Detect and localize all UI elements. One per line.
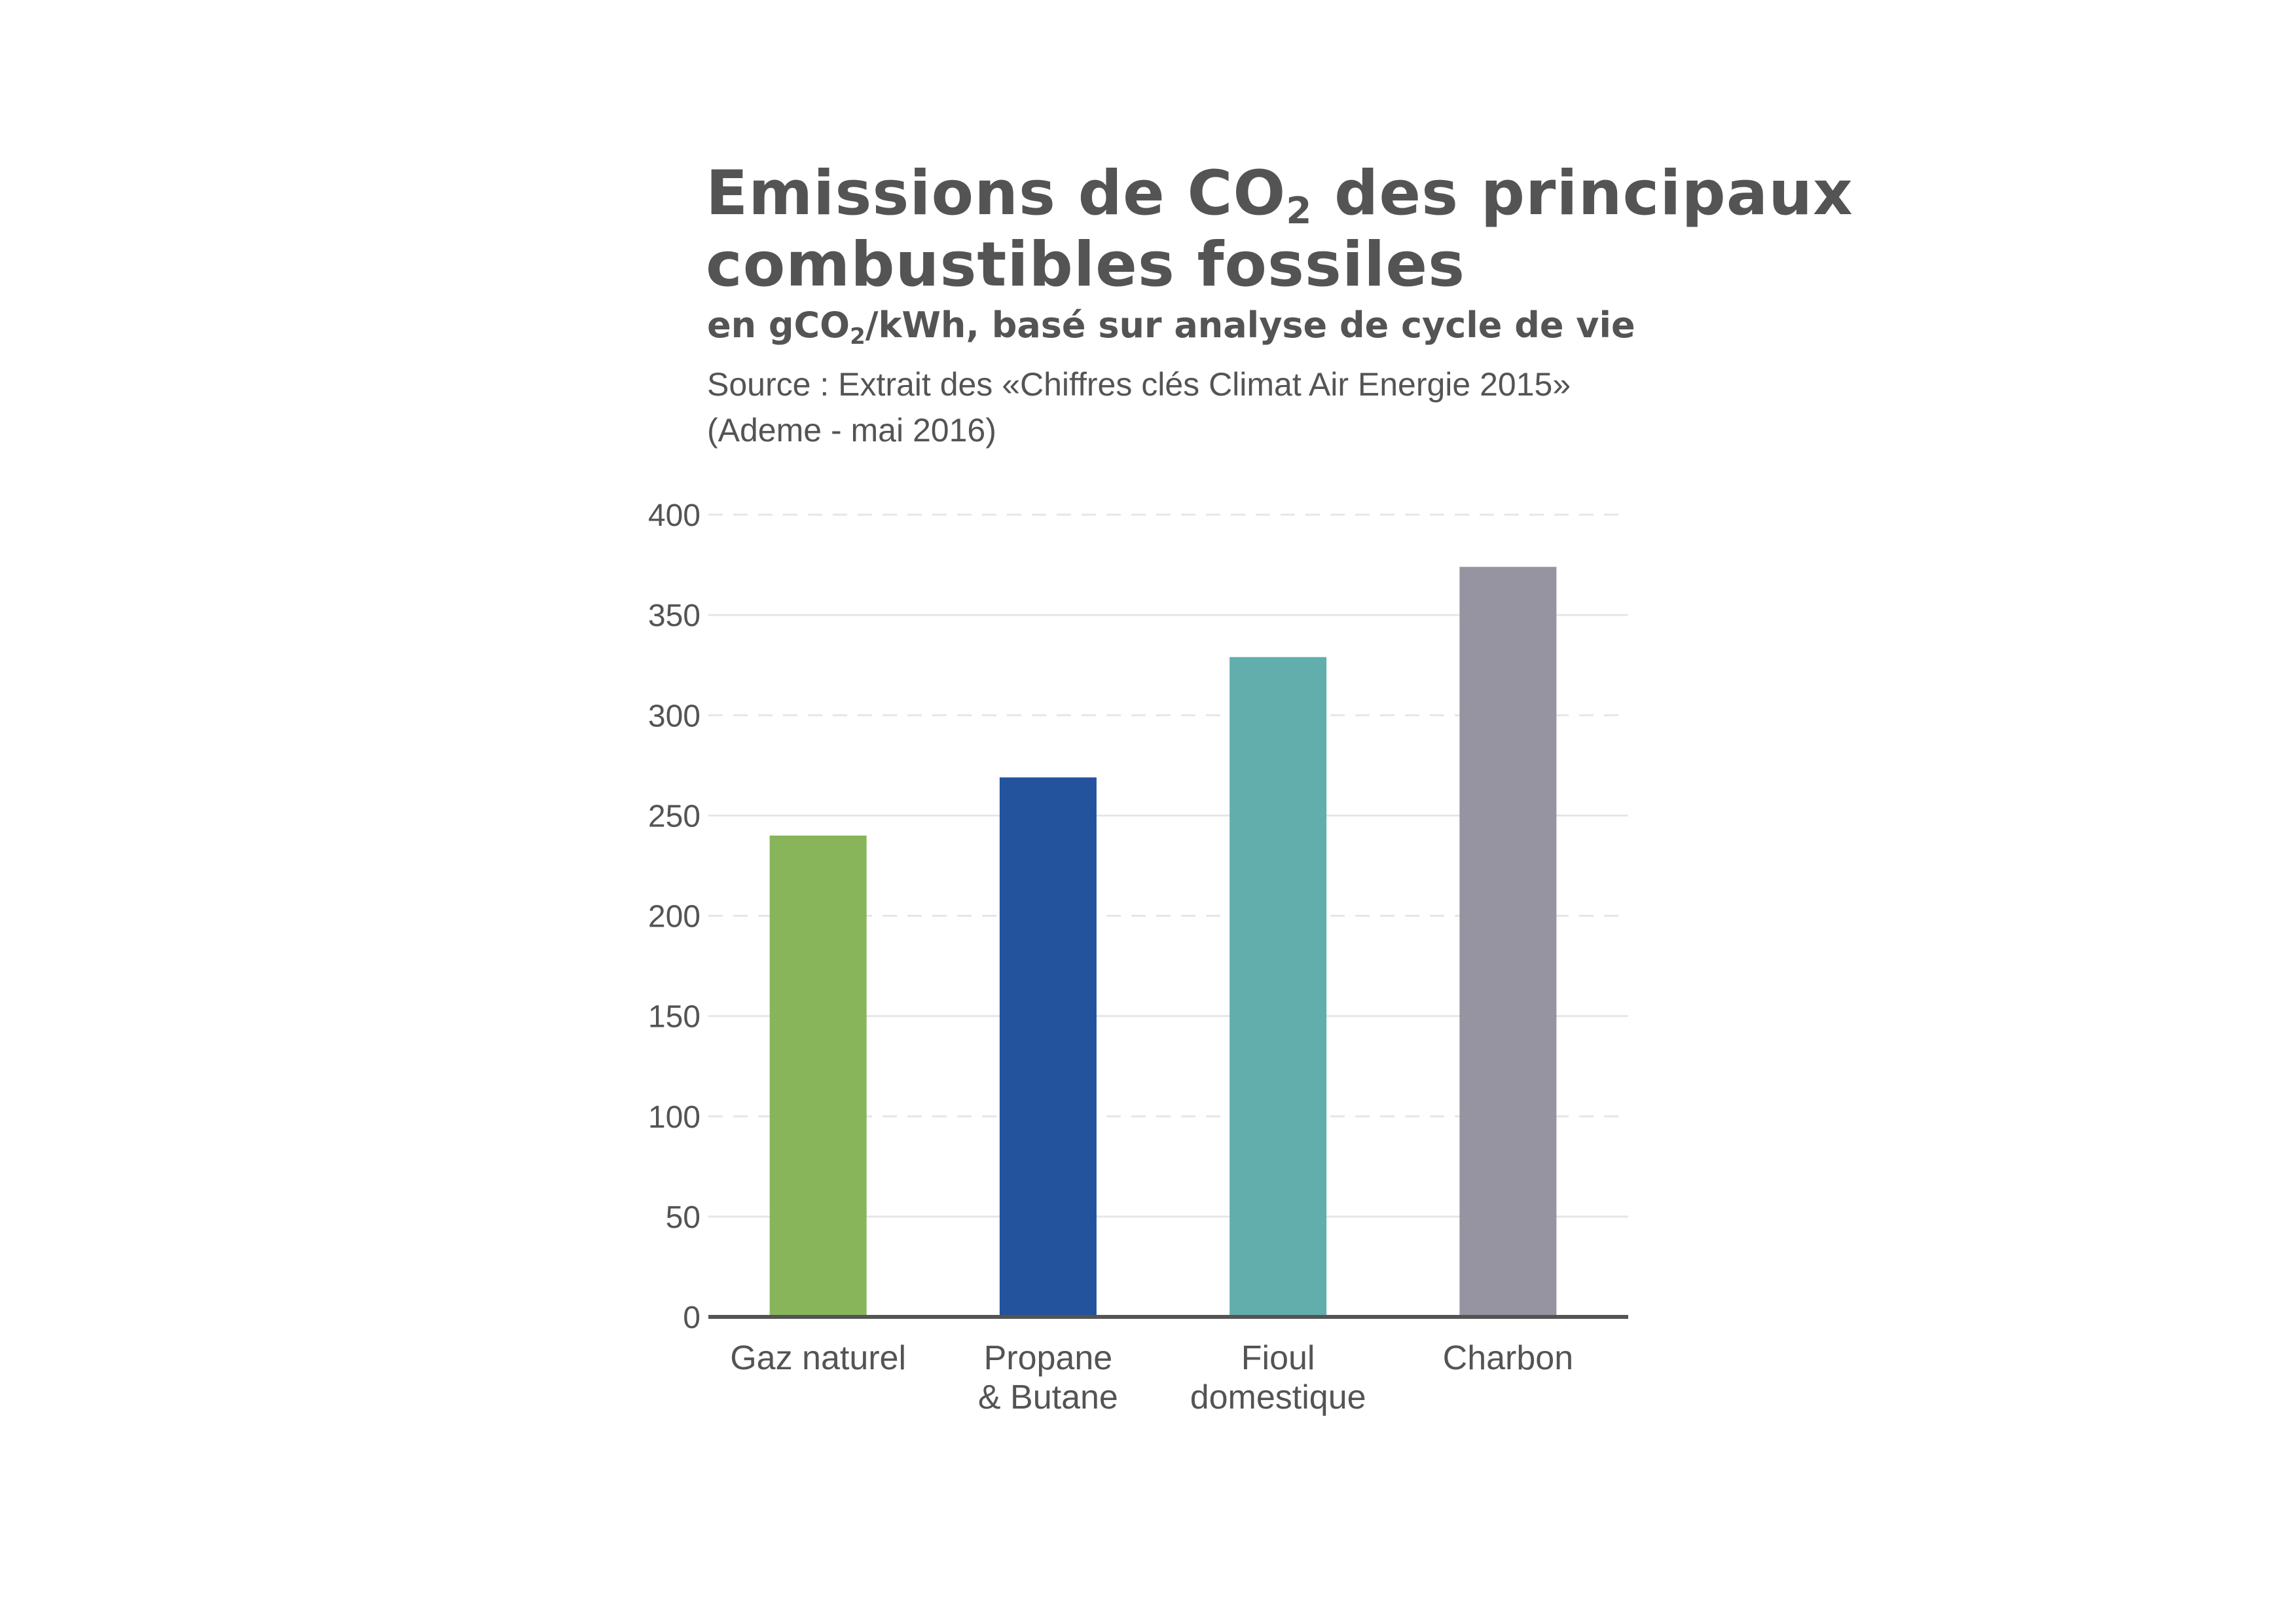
chart-title-subscript: 2 [1286, 190, 1313, 232]
y-tick-label: 0 [683, 1301, 701, 1335]
chart-subtitle-part-1: en gCO [707, 304, 850, 346]
chart-title-part-2: des principaux [1312, 158, 1853, 229]
y-tick-label: 200 [648, 900, 701, 934]
chart-subtitle: en gCO2/kWh, basé sur analyse de cycle d… [707, 303, 1635, 360]
bar [1459, 566, 1557, 1317]
chart-source: Source : Extrait des «Chiffres clés Clim… [707, 361, 1571, 453]
y-tick-label: 250 [648, 799, 701, 834]
chart-source-line-1: Source : Extrait des «Chiffres clés Clim… [707, 366, 1571, 403]
x-category-label-line: Fioul [1241, 1339, 1315, 1377]
bar [999, 777, 1097, 1317]
chart-title: Emissions de CO2 des principaux combusti… [706, 158, 1853, 301]
y-tick-label: 150 [648, 1000, 701, 1035]
bar [1230, 657, 1327, 1317]
x-category-label-line: Gaz naturel [730, 1339, 906, 1377]
x-category-label: Fioul domestique [1190, 1339, 1366, 1416]
y-tick-label: 350 [648, 599, 701, 633]
bar [769, 836, 867, 1317]
chart-title-line-1: Emissions de CO2 des principaux [706, 158, 1853, 232]
x-category-label: Propane & Butane [978, 1339, 1118, 1416]
x-category-label-line: Propane [984, 1339, 1113, 1377]
bars [769, 566, 1557, 1317]
x-category-label-line: & Butane [978, 1378, 1118, 1416]
chart-subtitle-subscript: 2 [850, 323, 866, 350]
y-tick-label: 100 [648, 1100, 701, 1135]
x-category-label-line: domestique [1190, 1378, 1366, 1416]
chart-subtitle-part-2: /kWh, basé sur analyse de cycle de vie [865, 304, 1635, 346]
y-tick-label: 300 [648, 699, 701, 733]
chart-title-line-2: combustibles fossiles [706, 229, 1466, 301]
x-axis-category-labels: Gaz naturel Propane & Butane Fioul domestiqu… [730, 1339, 1573, 1416]
chart-title-part-1: Emissions de CO [706, 158, 1286, 229]
y-tick-label: 400 [648, 498, 701, 533]
y-axis-tick-labels: 0 50 100 150 200 250 300 350 400 [648, 498, 701, 1335]
y-tick-label: 50 [666, 1200, 701, 1235]
chart-source-line-2: (Ademe - mai 2016) [707, 412, 996, 449]
x-category-label: Gaz naturel [730, 1339, 906, 1377]
x-category-label-line: Charbon [1443, 1339, 1573, 1377]
x-category-label: Charbon [1443, 1339, 1573, 1377]
